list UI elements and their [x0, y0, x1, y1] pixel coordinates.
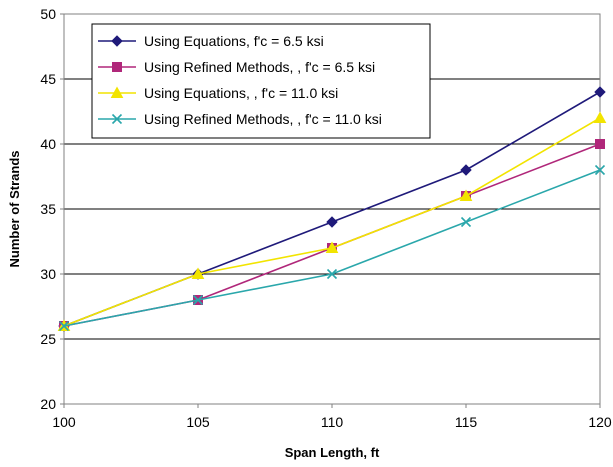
y-axis-title: Number of Strands: [7, 150, 22, 267]
legend-item: Using Refined Methods, , f'c = 11.0 ksi: [98, 111, 382, 127]
legend-marker: [111, 113, 123, 125]
series-4: [58, 164, 606, 332]
legend: Using Equations, f'c = 6.5 ksi Using Refi…: [91, 23, 431, 139]
data-point: [460, 164, 472, 176]
data-point: [594, 164, 606, 176]
y-tick-label: 40: [40, 136, 56, 152]
legend-marker: [112, 62, 122, 72]
x-axis-tick-labels: 100 105 110 115 120: [52, 404, 612, 430]
y-tick-label: 30: [40, 266, 56, 282]
data-point: [192, 294, 204, 306]
y-axis-tick-labels: 20 25 30 35 40 45 50: [40, 6, 64, 412]
legend-item: Using Equations, , f'c = 11.0 ksi: [98, 85, 338, 101]
y-tick-label: 35: [40, 201, 56, 217]
y-tick-label: 25: [40, 331, 56, 347]
x-tick-label: 110: [321, 414, 344, 430]
legend-item: Using Equations, f'c = 6.5 ksi: [98, 33, 324, 49]
y-tick-label: 50: [40, 6, 56, 22]
legend-label: Using Refined Methods, , f'c = 11.0 ksi: [144, 111, 382, 127]
data-point: [191, 267, 205, 279]
y-tick-label: 45: [40, 71, 56, 87]
legend-label: Using Equations, f'c = 6.5 ksi: [144, 33, 324, 49]
series-group: [57, 86, 607, 332]
legend-box: [91, 23, 431, 139]
data-point: [326, 268, 338, 280]
data-point: [459, 189, 473, 201]
x-tick-label: 100: [52, 414, 76, 430]
series-2: [59, 139, 605, 331]
legend-label: Using Refined Methods, , f'c = 6.5 ksi: [144, 59, 375, 75]
data-point: [594, 86, 606, 98]
x-axis-title: Span Length, ft: [285, 445, 380, 460]
x-tick-label: 115: [455, 414, 478, 430]
data-point: [325, 241, 339, 253]
x-tick-label: 105: [186, 414, 210, 430]
series-line: [63, 143, 601, 327]
legend-marker: [111, 35, 123, 47]
data-point: [460, 216, 472, 228]
x-tick-label: 120: [588, 414, 612, 430]
legend-label: Using Equations, , f'c = 11.0 ksi: [144, 85, 338, 101]
y-tick-label: 20: [40, 396, 56, 412]
legend-item: Using Refined Methods, , f'c = 6.5 ksi: [98, 59, 375, 75]
data-point: [58, 320, 70, 332]
data-point: [593, 111, 607, 123]
data-point: [326, 216, 338, 228]
legend-marker: [110, 86, 124, 98]
data-point: [595, 139, 605, 149]
